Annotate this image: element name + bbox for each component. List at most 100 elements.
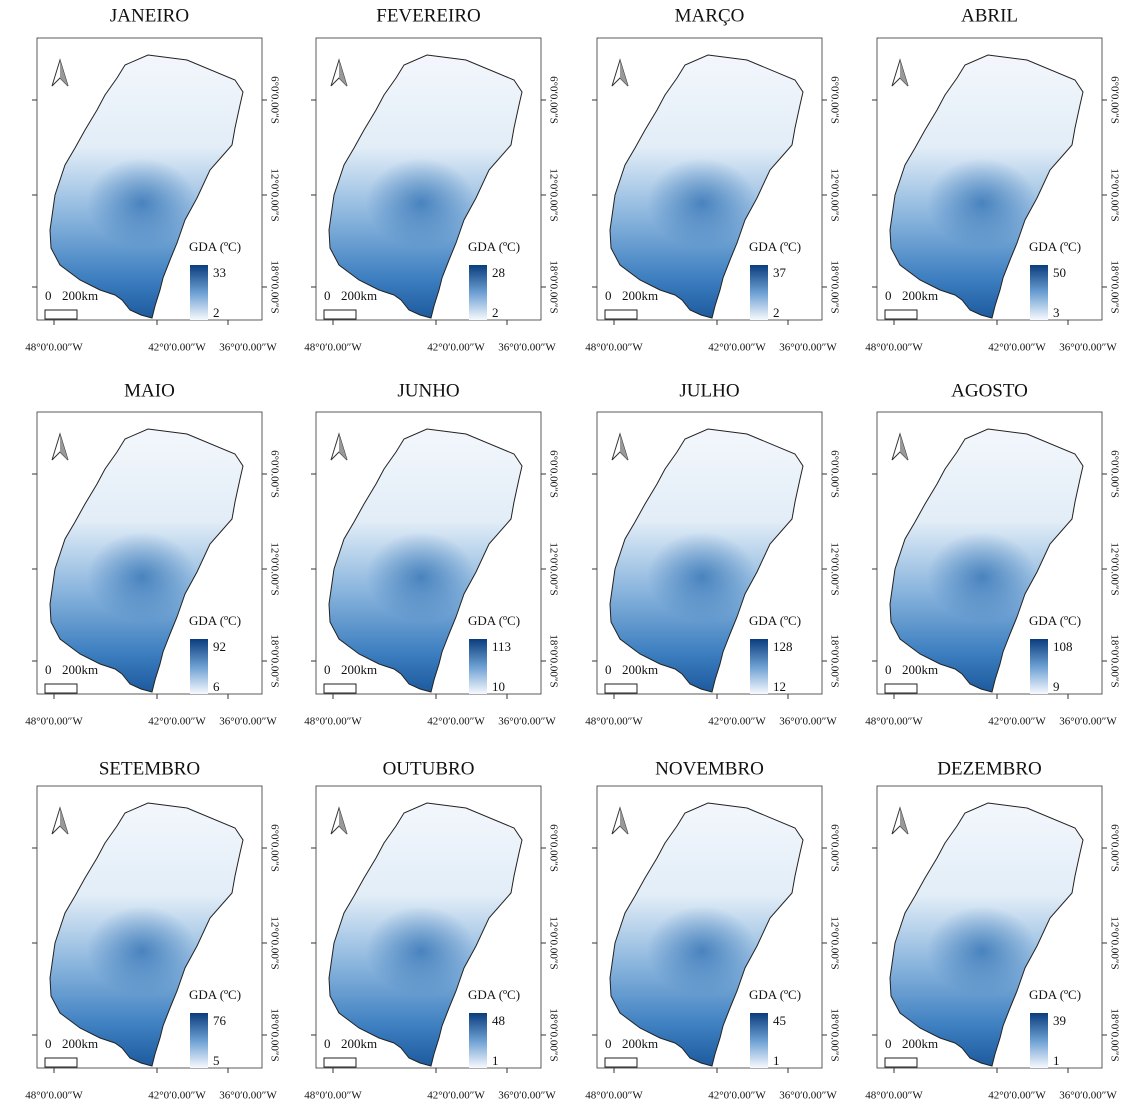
map-panel: 0 200km GDA (ºC) 28 2 48°0′0.00″W 42°0′0.00″W 3… [304,37,559,354]
legend-max: 28 [492,265,505,280]
legend-max: 37 [773,265,787,280]
x-label: 48°0′0.00″W [25,342,83,354]
x-label: 36°0′0.00″W [219,342,277,354]
scale-label: 0 [605,662,612,677]
y-label: 6°0′0.00″S [1108,76,1120,124]
scale-label: 0 [45,288,52,303]
legend-min: 10 [492,679,505,694]
y-label: 18°0′0.00″S [547,634,559,687]
scale-label: 200km [902,1036,938,1051]
legend-min: 1 [1053,1053,1060,1068]
scale-bar [44,683,78,694]
y-label: 6°0′0.00″S [828,76,840,124]
y-label: 12°0′0.00″S [1108,168,1120,221]
legend-min: 2 [492,305,499,320]
scale-label: 200km [622,1036,658,1051]
y-label: 12°0′0.00″S [268,168,280,221]
north-arrow-half [60,808,68,834]
legend-title: GDA (ºC) [1029,613,1081,628]
legend-min: 1 [492,1053,499,1068]
legend-title: GDA (ºC) [749,239,801,254]
x-label: 36°0′0.00″W [219,716,277,728]
north-arrow-half [339,434,347,460]
map-panel: 0 200km GDA (ºC) 50 3 48°0′0.00″W 42°0′0.00″W 3… [865,37,1120,354]
map-panel: 0 200km GDA (ºC) 48 1 48°0′0.00″W 42°0′0.00″W 3… [304,785,559,1102]
x-label: 48°0′0.00″W [865,1090,923,1102]
scale-label: 0 [605,1036,612,1051]
region-outline [609,54,804,319]
scale-label: 0 [885,288,892,303]
region-shade [366,906,476,996]
legend-title: GDA (ºC) [189,987,241,1002]
legend-max: 128 [773,639,793,654]
x-label: 42°0′0.00″W [988,716,1046,728]
y-label: 12°0′0.00″S [268,916,280,969]
x-label: 36°0′0.00″W [1059,716,1117,728]
legend-title: GDA (ºC) [749,987,801,1002]
legend-max: 33 [213,265,226,280]
legend-max: 113 [492,639,511,654]
color-bar [1030,265,1048,320]
region-shade [366,532,476,622]
x-label: 42°0′0.00″W [427,1090,485,1102]
x-label: 42°0′0.00″W [148,1090,206,1102]
color-bar [190,265,208,320]
legend-max: 50 [1053,265,1066,280]
color-bar [1030,1013,1048,1068]
color-bar [1030,639,1048,694]
legend-title: GDA (ºC) [468,987,520,1002]
x-label: 36°0′0.00″W [498,342,556,354]
x-label: 48°0′0.00″W [304,1090,362,1102]
region-outline [609,428,804,693]
x-label: 48°0′0.00″W [585,1090,643,1102]
scale-label: 200km [622,662,658,677]
legend-title: GDA (ºC) [1029,987,1081,1002]
legend-min: 6 [213,679,220,694]
scale-bar [604,1057,638,1068]
scale-bar [884,309,918,320]
scale-label: 0 [324,1036,331,1051]
panel-title: AGOSTO [951,380,1028,401]
scale-label: 200km [62,662,98,677]
scale-label: 0 [324,288,331,303]
region-shade [87,906,197,996]
x-label: 36°0′0.00″W [219,1090,277,1102]
north-arrow-half [60,60,68,86]
north-arrow-half [339,808,347,834]
y-label: 18°0′0.00″S [268,634,280,687]
scale-bar [44,309,78,320]
x-label: 36°0′0.00″W [779,716,837,728]
region-outline [328,802,523,1067]
region-outline [609,802,804,1067]
region-shade [647,158,757,248]
scale-label: 0 [885,662,892,677]
color-bar [750,265,768,320]
y-label: 18°0′0.00″S [547,1008,559,1061]
y-label: 12°0′0.00″S [828,168,840,221]
legend-max: 45 [773,1013,786,1028]
panel-title: ABRIL [961,5,1018,26]
legend-title: GDA (ºC) [468,239,520,254]
scale-label: 0 [45,662,52,677]
legend-title: GDA (ºC) [189,239,241,254]
x-label: 48°0′0.00″W [865,342,923,354]
scale-label: 200km [622,288,658,303]
x-label: 36°0′0.00″W [779,1090,837,1102]
north-arrow-half [620,808,628,834]
region-shade [927,906,1037,996]
y-label: 18°0′0.00″S [828,1008,840,1061]
scale-label: 200km [341,288,377,303]
y-label: 18°0′0.00″S [828,634,840,687]
region-outline [49,802,244,1067]
y-label: 6°0′0.00″S [547,76,559,124]
map-panel: 0 200km GDA (ºC) 45 1 48°0′0.00″W 42°0′0.00″W 3… [585,785,840,1102]
x-label: 42°0′0.00″W [708,342,766,354]
legend-min: 2 [213,305,220,320]
x-label: 42°0′0.00″W [708,716,766,728]
scale-bar [323,1057,357,1068]
region-shade [927,158,1037,248]
y-label: 6°0′0.00″S [547,824,559,872]
x-label: 48°0′0.00″W [304,342,362,354]
legend-min: 5 [213,1053,220,1068]
